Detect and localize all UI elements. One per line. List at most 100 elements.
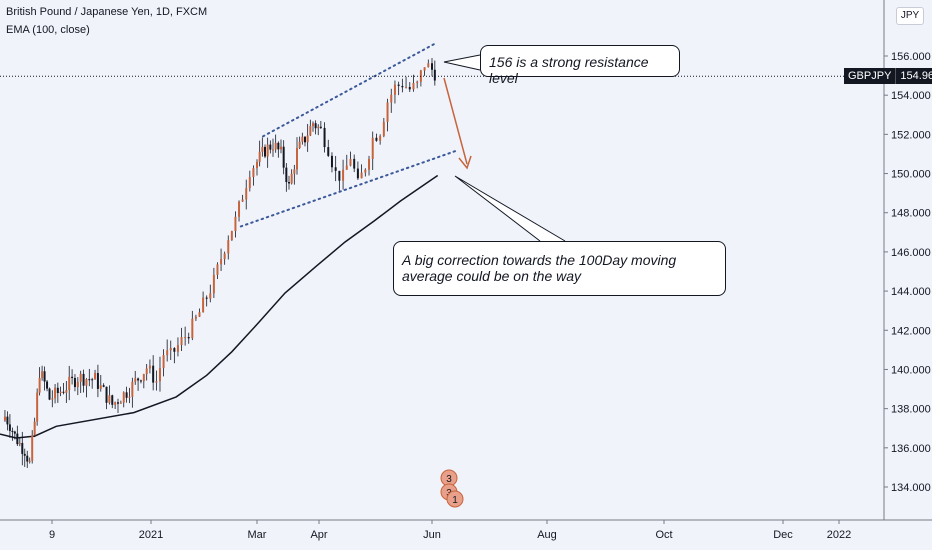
candle-body (405, 86, 408, 88)
x-tick-label: 2021 (139, 529, 163, 541)
event-marker-icon[interactable] (446, 490, 464, 508)
candle-body (187, 337, 190, 339)
candle-body (349, 158, 352, 166)
candle-body (51, 398, 54, 400)
candle-body (296, 148, 298, 170)
candle-body (274, 142, 277, 150)
x-tick-label: Oct (655, 529, 672, 541)
candle-body (85, 379, 88, 386)
candle-body (21, 442, 24, 454)
correction-arrowhead (458, 155, 472, 170)
candle-body (46, 381, 49, 389)
x-tick-label: Dec (773, 529, 793, 541)
candle-body (176, 345, 179, 352)
correction-callout-pointer (454, 175, 566, 242)
candle-body (261, 146, 264, 152)
candle-body (108, 395, 111, 403)
x-tick-label: Mar (248, 529, 267, 541)
candle-body (59, 391, 62, 394)
price-badge-symbol: GBPJPY (844, 68, 896, 84)
candle-body (117, 402, 119, 404)
candle-body (23, 453, 26, 456)
candle-body (264, 146, 266, 157)
correction-arrow[interactable] (443, 77, 468, 165)
candle-body (31, 435, 34, 461)
candle-body (241, 199, 244, 202)
candle-body (301, 136, 304, 142)
candle-body (397, 84, 400, 86)
candle-body (43, 371, 46, 382)
channel-trendline[interactable] (239, 149, 460, 228)
candle-body (28, 460, 31, 462)
candle-body (312, 123, 314, 127)
candle-body (41, 371, 44, 379)
candle-body (382, 121, 385, 137)
candle-body (68, 376, 71, 391)
y-tick-label: 134.000 (891, 482, 931, 494)
candle-body (145, 368, 148, 375)
candle-body (158, 368, 161, 382)
candle-body (91, 379, 94, 381)
candle-body (33, 421, 36, 436)
candle-body (334, 167, 337, 171)
candle-body (252, 168, 255, 178)
candle-body (152, 365, 155, 383)
candle-body (13, 431, 16, 434)
candle-body (319, 126, 322, 128)
candle-body (375, 137, 378, 141)
candle-body (277, 142, 280, 150)
candle-body (162, 355, 165, 369)
candle-body (18, 442, 21, 445)
candle-body (338, 170, 341, 181)
candle-body (314, 123, 317, 129)
event-marker-label: 1 (452, 495, 458, 506)
price-badge-value: 154.969 (895, 68, 932, 84)
candle-body (209, 293, 212, 299)
candle-body (134, 378, 137, 382)
candle-body (198, 312, 201, 317)
channel-trendline[interactable] (262, 43, 435, 138)
event-marker-label: 3 (446, 474, 452, 485)
candle-body (88, 379, 91, 381)
candle-body (148, 365, 151, 369)
candle-body (111, 395, 114, 405)
correction-callout[interactable]: A big correction towards the 100Day movi… (393, 241, 726, 296)
candle-body (433, 69, 436, 81)
candle-body (131, 381, 134, 397)
indicator-legend[interactable]: EMA (100, close) (6, 24, 90, 36)
candle-body (180, 337, 183, 346)
x-tick-label: Aug (537, 529, 557, 541)
candle-body (142, 374, 145, 382)
x-tick-label: 9 (49, 529, 55, 541)
chart-title: British Pound / Japanese Yen, 1D, FXCM (6, 6, 208, 18)
candle-body (56, 387, 59, 394)
candle-body (234, 216, 237, 232)
candle-body (155, 381, 158, 383)
y-tick-label: 154.000 (891, 90, 931, 102)
candle-body (390, 94, 393, 103)
candle-body (173, 348, 176, 352)
candle-body (194, 316, 197, 319)
candle-body (216, 264, 219, 275)
candle-body (191, 318, 194, 339)
candle-body (65, 390, 68, 393)
ema-line[interactable] (0, 174, 439, 439)
resistance-callout[interactable]: 156 is a strong resistance level (480, 45, 680, 86)
candle-body (73, 377, 76, 388)
candle-body (386, 102, 389, 122)
candle-body (48, 388, 51, 400)
candle-body (353, 158, 356, 169)
y-tick-label: 136.000 (891, 443, 931, 455)
candle-body (205, 297, 208, 299)
candle-body (119, 402, 122, 404)
currency-button[interactable]: JPY (896, 7, 924, 25)
candle-body (202, 297, 205, 313)
candle-body (114, 402, 117, 405)
candle-body (125, 392, 128, 398)
candle-body (401, 85, 404, 88)
candle-body (330, 155, 333, 168)
current-price-badge: GBPJPY 154.969 (844, 68, 932, 84)
candle-body (184, 337, 187, 339)
